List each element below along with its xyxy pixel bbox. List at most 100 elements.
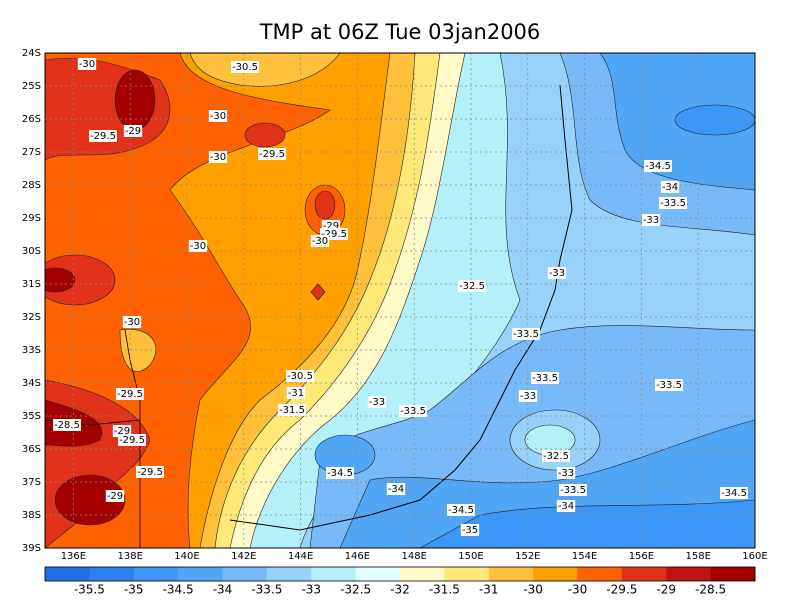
contour-label-box [542, 450, 570, 462]
lon-tick-label: 148E [401, 551, 426, 562]
contour-label: -33 [643, 215, 659, 226]
contour-label-box [53, 419, 81, 431]
lat-tick-label: 31S [22, 279, 41, 290]
lon-tick-label: 150E [458, 551, 483, 562]
lat-tick-label: 33S [22, 345, 41, 356]
contour-label-box [659, 197, 687, 209]
contour-label-box [231, 61, 259, 73]
colorbar-label: -34.5 [163, 583, 194, 597]
colorbar-label: -30 [523, 583, 543, 597]
contour-label-box [122, 316, 142, 328]
lat-tick-label: 24S [22, 48, 41, 59]
colorbar-swatch [533, 567, 578, 581]
contour-label-box [116, 388, 144, 400]
contour-label: -34 [662, 182, 678, 193]
lat-tick-label: 36S [22, 444, 41, 455]
contour-label-box [188, 240, 208, 252]
contour-label: -30.5 [287, 371, 313, 382]
colorbar-label: -33 [301, 583, 321, 597]
lon-tick-label: 152E [515, 551, 540, 562]
contour-label: -33 [369, 397, 385, 408]
colorbar-label: -29.5 [606, 583, 637, 597]
colorbar-label: -34 [213, 583, 233, 597]
contour-label: -33 [520, 391, 536, 402]
contour-label: -33.5 [400, 406, 426, 417]
colorbar-label: -32.5 [340, 583, 371, 597]
colorbar-label: -31.5 [429, 583, 460, 597]
contour-label-box [547, 267, 567, 279]
colorbar: -35.5 -35 -34.5 -34 -33.5 -33 -32.5 -32 -31.5 -31… [44, 566, 756, 597]
contour-label: -31.5 [279, 405, 305, 416]
contour-label: -30 [312, 236, 328, 247]
contour-label: -30.5 [232, 62, 258, 73]
colorbar-swatch [89, 567, 135, 581]
contour-label-box [123, 125, 143, 137]
contour-label-box [208, 151, 228, 163]
colorbar-swatch [133, 567, 179, 581]
lat-tick-label: 34S [22, 378, 41, 389]
lon-tick-label: 160E [742, 551, 767, 562]
colorbar-swatch [488, 567, 534, 581]
contour-label-box [136, 466, 164, 478]
lat-tick-label: 39S [22, 543, 41, 554]
contour-label: -34 [388, 484, 404, 495]
contour-label: -32.5 [543, 451, 569, 462]
contour-label-box [556, 467, 576, 479]
lon-tick-label: 144E [288, 551, 313, 562]
colorbar-swatch [311, 567, 357, 581]
lat-tick-label: 38S [22, 510, 41, 521]
lat-tick-label: 35S [22, 411, 41, 422]
contour-label: -29 [125, 126, 141, 137]
contour-label: -29 [107, 491, 123, 502]
lon-tick-label: 142E [231, 551, 256, 562]
lat-tick-label: 37S [22, 477, 41, 488]
lat-tick-label: 26S [22, 114, 41, 125]
contour-label-box [512, 328, 540, 340]
contour-label-box [644, 160, 672, 172]
colorbar-swatch [666, 567, 712, 581]
lat-tick-label: 29S [22, 213, 41, 224]
contour-label-box [655, 379, 683, 391]
contour-label-box [660, 181, 680, 193]
contour-label-box [278, 404, 306, 416]
contour-label-box [556, 500, 576, 512]
contour-label: -29.5 [259, 149, 285, 160]
contour-label: -29 [114, 426, 130, 437]
contour-label: -32.5 [459, 281, 485, 292]
contour-label: -29.5 [321, 229, 347, 240]
lon-tick-label: 136E [61, 551, 86, 562]
contour-label-box [286, 370, 314, 382]
contour-label-box [720, 487, 748, 499]
contour-label: -33 [549, 268, 565, 279]
map-title: TMP at 06Z Tue 03jan2006 [259, 20, 541, 44]
contour-label-box [458, 280, 486, 292]
contour-label: -30 [210, 111, 226, 122]
colorbar-swatch [710, 567, 756, 581]
contour-label-box [286, 387, 306, 399]
contour-label: -29.5 [137, 467, 163, 478]
colorbar-swatch [355, 567, 401, 581]
contour-label: -33.5 [660, 198, 686, 209]
colorbar-label: -28.5 [695, 583, 726, 597]
lat-tick-label: 30S [22, 246, 41, 257]
lon-tick-label: 158E [685, 551, 710, 562]
contour-labels: -30 -30.5-30-29.5 -29-29.5-30-29-29.5-30-3… [53, 58, 748, 536]
lat-tick-label: 32S [22, 312, 41, 323]
lat-tick-label: 25S [22, 81, 41, 92]
contour-label: -30 [79, 59, 95, 70]
colorbar-label: -32 [390, 583, 410, 597]
contour-label: -29.5 [90, 131, 116, 142]
colorbar-swatch [444, 567, 490, 581]
lat-tick-label: 27S [22, 147, 41, 158]
contour-label: -34.5 [448, 505, 474, 516]
colorbar-label: -33.5 [251, 583, 282, 597]
temperature-field [45, 53, 755, 548]
contour-label-box [208, 110, 228, 122]
contour-label-box [105, 490, 125, 502]
contour-label-box [460, 524, 480, 536]
colorbar-swatch [400, 567, 445, 581]
contour-label: -30 [124, 317, 140, 328]
contour-label-box [77, 58, 97, 70]
contour-label: -33.5 [560, 485, 586, 496]
